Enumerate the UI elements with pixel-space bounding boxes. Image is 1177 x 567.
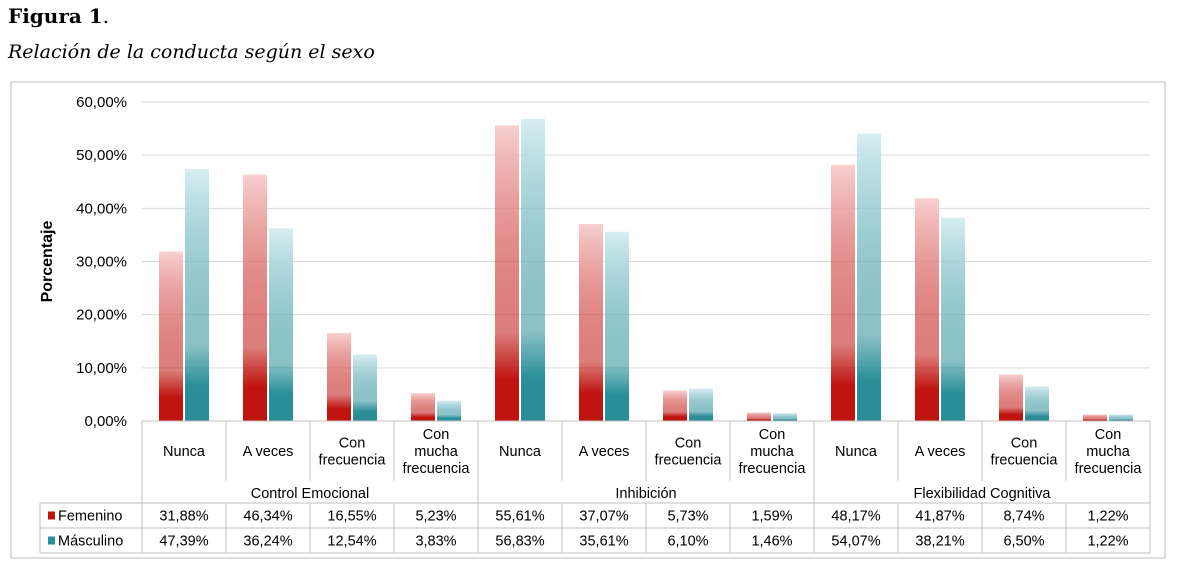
y-tick-label: 50,00% [76, 147, 127, 164]
chart-frame [10, 81, 1166, 559]
category-label: A veces [915, 444, 966, 460]
gridlines [142, 101, 1150, 422]
bar-masculino [773, 413, 797, 421]
legend-key-femenino [48, 511, 55, 520]
figure-label: Figura 1. [8, 4, 109, 28]
data-label-masculino: 56,83% [495, 534, 544, 550]
group-label: Control Emocional [251, 486, 369, 502]
bar-femenino [243, 174, 267, 421]
data-label-femenino: 31,88% [159, 509, 208, 525]
figure-label-text: Figura 1 [8, 4, 103, 28]
category-label: Con [1011, 436, 1038, 452]
legend-key-masculino [48, 536, 55, 545]
data-label-masculino: 12,54% [327, 534, 376, 550]
y-tick-label: 0,00% [84, 413, 127, 430]
bar-masculino [269, 228, 293, 421]
data-label-femenino: 55,61% [495, 509, 544, 525]
bar-femenino [831, 164, 855, 421]
bar-masculino [1025, 386, 1049, 421]
data-table: Nunca A vecesConfrecuenciaConmuchafrecuen… [39, 420, 1151, 554]
bar-masculino [605, 231, 629, 421]
category-label: Con [675, 436, 702, 452]
y-tick-label: 20,00% [76, 307, 127, 324]
bar-masculino [689, 388, 713, 421]
category-label: Nunca [499, 444, 542, 460]
data-label-masculino: 36,24% [243, 534, 292, 550]
data-label-femenino: 8,74% [1003, 509, 1044, 525]
category-label: Con [1095, 427, 1122, 443]
bar-masculino [185, 169, 209, 421]
data-label-masculino: 6,10% [667, 534, 708, 550]
bar-masculino [857, 133, 881, 421]
y-axis: 0,00% 10,00% 20,00% 30,00% 40,00% 50,00% 60,00… [39, 94, 127, 430]
bar-masculino [353, 354, 377, 421]
y-tick-label: 40,00% [76, 200, 127, 217]
bar-femenino [327, 333, 351, 421]
category-label: frecuencia [1075, 461, 1143, 477]
legend-label-masculino: Másculino [58, 534, 123, 550]
data-label-masculino: 1,22% [1087, 534, 1128, 550]
category-label: Con [423, 427, 450, 443]
data-label-femenino: 1,59% [751, 509, 792, 525]
data-label-femenino: 37,07% [579, 509, 628, 525]
category-label: A veces [243, 444, 294, 460]
category-label: Nunca [163, 444, 206, 460]
bar-femenino [747, 412, 771, 421]
y-tick-label: 30,00% [76, 254, 127, 271]
data-label-masculino: 38,21% [915, 534, 964, 550]
category-label: frecuencia [739, 461, 807, 477]
category-label: A veces [579, 444, 630, 460]
bar-masculino [941, 217, 965, 421]
category-label: frecuencia [991, 453, 1059, 469]
bar-masculino [1109, 414, 1133, 421]
category-label: Nunca [835, 444, 878, 460]
category-label: Con [759, 427, 786, 443]
category-label: Con [339, 436, 366, 452]
category-label: mucha [750, 444, 794, 460]
category-label: frecuencia [655, 453, 723, 469]
data-label-masculino: 1,46% [751, 534, 792, 550]
data-label-masculino: 35,61% [579, 534, 628, 550]
bar-masculino [521, 118, 545, 422]
bar-femenino [1083, 414, 1107, 421]
legend-label-femenino: Femenino [58, 509, 122, 525]
data-label-femenino: 5,73% [667, 509, 708, 525]
data-label-femenino: 5,23% [415, 509, 456, 525]
bar-femenino [159, 251, 183, 421]
bar-femenino [663, 390, 687, 421]
category-label: mucha [414, 444, 458, 460]
bar-femenino [411, 393, 435, 421]
category-label: frecuencia [319, 453, 387, 469]
data-label-femenino: 16,55% [327, 509, 376, 525]
bar-femenino [999, 374, 1023, 421]
data-label-masculino: 3,83% [415, 534, 456, 550]
data-label-masculino: 47,39% [159, 534, 208, 550]
figure-label-punct: . [102, 4, 110, 28]
bar-masculino [437, 400, 461, 421]
bar-femenino [579, 223, 603, 421]
bars [159, 118, 1133, 422]
figure-caption: Relación de la conducta según el sexo [8, 41, 375, 63]
y-tick-label: 10,00% [76, 360, 127, 377]
y-tick-label: 60,00% [76, 94, 127, 111]
bar-femenino [495, 125, 519, 422]
data-label-femenino: 1,22% [1087, 509, 1128, 525]
category-label: frecuencia [403, 461, 471, 477]
data-label-masculino: 6,50% [1003, 534, 1044, 550]
group-label: Flexibilidad Cognitiva [913, 486, 1051, 502]
y-axis-title: Porcentaje [39, 220, 56, 302]
data-label-masculino: 54,07% [831, 534, 880, 550]
bar-femenino [915, 198, 939, 421]
data-label-femenino: 46,34% [243, 509, 292, 525]
category-label: mucha [1086, 444, 1130, 460]
data-label-femenino: 48,17% [831, 509, 880, 525]
group-label: Inhibición [615, 486, 676, 502]
data-label-femenino: 41,87% [915, 509, 964, 525]
